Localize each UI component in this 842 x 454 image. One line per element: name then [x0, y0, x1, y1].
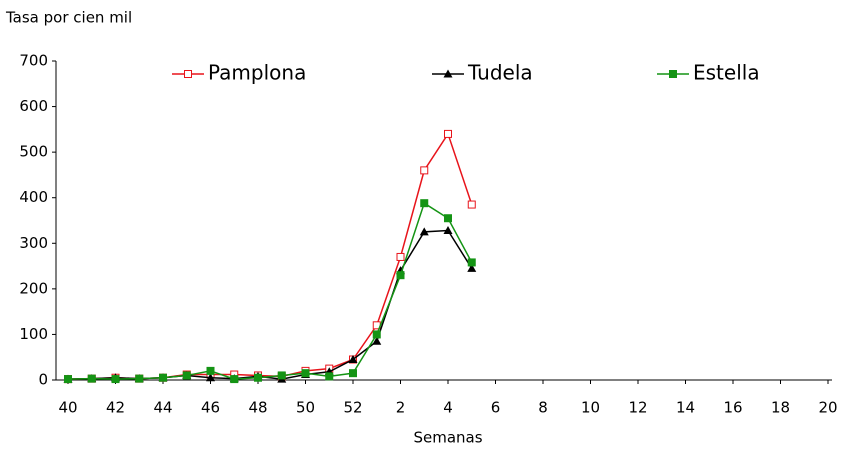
marker [443, 226, 453, 235]
series-line [67, 202, 473, 380]
marker [396, 271, 405, 280]
marker [87, 374, 96, 383]
marker [419, 227, 429, 236]
marker [230, 375, 239, 384]
x-tick-label: 18 [771, 399, 790, 417]
marker [444, 129, 452, 138]
y-tick-label: 500 [19, 143, 48, 161]
x-tick-label: 10 [581, 399, 600, 417]
marker [372, 330, 381, 339]
y-tick-label: 200 [19, 279, 48, 297]
series-line [67, 229, 473, 380]
series-line [67, 132, 473, 380]
x-tick-label: 42 [106, 399, 125, 417]
y-tick-label: 300 [19, 234, 48, 252]
x-tick-label: 48 [248, 399, 267, 417]
x-axis-label: Semanas [413, 429, 482, 447]
x-tick-label: 20 [818, 399, 837, 417]
legend-label: Tudela [467, 61, 533, 85]
x-tick-label: 40 [58, 399, 77, 417]
marker [159, 373, 167, 382]
y-tick-label: 400 [19, 188, 48, 206]
marker [277, 371, 286, 380]
x-tick-label: 8 [538, 399, 548, 417]
y-tick-label: 700 [19, 52, 48, 70]
legend-marker [184, 70, 192, 78]
y-tick-label: 600 [19, 97, 48, 115]
marker [111, 375, 120, 384]
marker [467, 258, 476, 267]
legend-label: Pamplona [208, 61, 306, 85]
y-axis-label: Tasa por cien mil [5, 9, 132, 27]
marker [301, 369, 310, 378]
marker [420, 166, 429, 175]
marker [444, 214, 452, 223]
marker [420, 199, 429, 208]
marker [467, 263, 477, 272]
marker [254, 373, 262, 382]
marker [206, 366, 215, 375]
x-tick-label: 52 [343, 399, 362, 417]
x-tick-label: 2 [396, 399, 406, 417]
x-tick-label: 50 [296, 399, 315, 417]
marker [206, 373, 215, 382]
y-tick-label: 0 [38, 371, 48, 389]
marker [396, 252, 405, 261]
x-tick-label: 44 [153, 399, 172, 417]
x-tick-label: 14 [676, 399, 695, 417]
x-tick-label: 16 [723, 399, 742, 417]
legend-marker [669, 70, 677, 78]
legend-label: Estella [693, 61, 760, 85]
marker [372, 336, 382, 345]
x-tick-label: 46 [201, 399, 220, 417]
marker [182, 371, 191, 380]
marker [348, 354, 358, 363]
x-tick-label: 12 [628, 399, 647, 417]
y-tick-label: 100 [19, 325, 48, 343]
legend-marker [443, 69, 453, 78]
marker [325, 372, 334, 381]
x-tick-label: 6 [491, 399, 501, 417]
marker [135, 374, 144, 383]
x-tick-label: 4 [443, 399, 453, 417]
marker [349, 369, 357, 378]
marker [64, 375, 72, 384]
marker [467, 200, 476, 209]
